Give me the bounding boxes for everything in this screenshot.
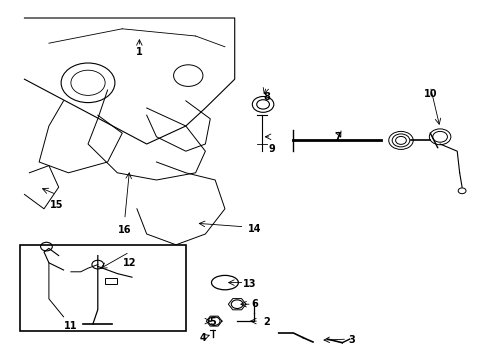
Text: 16: 16 — [118, 225, 131, 235]
Bar — [105, 278, 117, 284]
Text: 6: 6 — [250, 299, 257, 309]
Text: 14: 14 — [247, 224, 261, 234]
Text: 12: 12 — [122, 258, 136, 268]
Text: 15: 15 — [49, 200, 63, 210]
Text: 11: 11 — [64, 321, 78, 331]
Text: 10: 10 — [423, 89, 436, 99]
Bar — [20, 245, 185, 331]
Text: 1: 1 — [136, 47, 142, 57]
Text: 9: 9 — [267, 144, 274, 154]
Text: 3: 3 — [348, 335, 355, 345]
Text: 8: 8 — [263, 92, 269, 102]
Text: 2: 2 — [263, 317, 269, 327]
Text: 5: 5 — [209, 317, 216, 327]
Text: 4: 4 — [199, 333, 206, 343]
Text: 13: 13 — [242, 279, 256, 289]
Text: 7: 7 — [333, 132, 340, 142]
